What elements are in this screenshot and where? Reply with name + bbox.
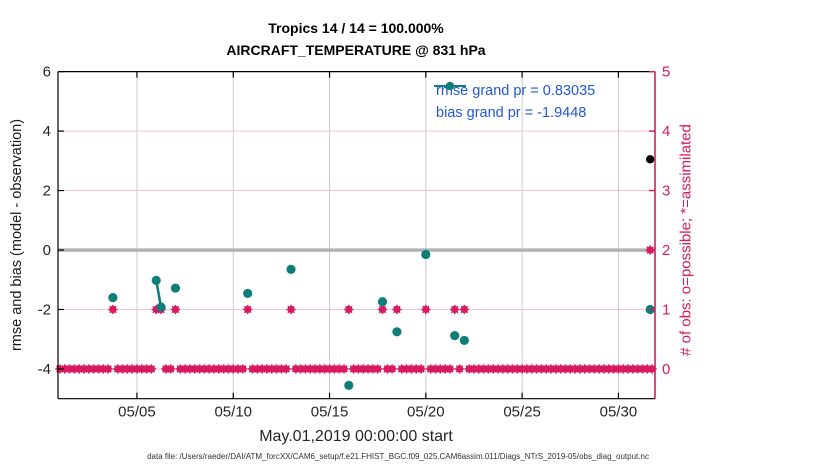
y-right-tick-label: 2 — [662, 242, 670, 259]
x-tick-label: 05/30 — [600, 404, 638, 421]
obs-count-zero-marker — [445, 364, 455, 374]
obs-count-zero-marker — [339, 364, 349, 374]
y-left-tick-label: -4 — [38, 361, 51, 378]
y-right-tick-label: 5 — [662, 64, 670, 81]
obs-count-one-marker — [459, 304, 469, 315]
obs-count-zero-marker — [93, 364, 104, 374]
x-tick-label: 05/25 — [503, 404, 541, 421]
y-right-tick-label: 0 — [662, 361, 670, 378]
bias-point — [344, 380, 354, 390]
obs-count-zero-marker — [281, 364, 291, 374]
obs-count-zero-marker — [570, 364, 580, 374]
obs-count-one-marker — [108, 304, 118, 315]
bias-legend-marker — [434, 82, 466, 90]
bias-point — [243, 288, 253, 299]
obs-count-zero-marker — [199, 364, 209, 374]
obs-count-one-marker — [450, 304, 460, 315]
rmse-grand-point — [645, 155, 655, 164]
legend: rmse grand pr = 0.83035 bias grand pr = … — [433, 80, 595, 124]
obs-count-one-marker — [243, 304, 253, 315]
y-right-tick-label: 1 — [662, 301, 670, 318]
obs-count-zero-marker — [146, 364, 157, 374]
obs-count-one-marker — [392, 304, 402, 315]
obs-count-zero-marker — [454, 364, 465, 374]
bias-point — [170, 283, 181, 293]
figure-subtitle: AIRCRAFT_TEMPERATURE @ 831 hPa — [226, 42, 486, 58]
legend-label-rmse: rmse grand pr = 0.83035 — [436, 83, 596, 99]
obs-count-one-marker — [421, 304, 431, 315]
obs-count-zero-marker — [503, 364, 513, 374]
bias-point — [156, 302, 166, 312]
y-left-tick-label: 0 — [43, 242, 51, 259]
obs-count-zero-marker — [373, 364, 383, 374]
x-tick-label: 05/20 — [407, 404, 445, 421]
obs-count-zero-marker — [223, 364, 234, 374]
obs-count-zero-marker — [79, 364, 89, 374]
obs-count-one-marker — [170, 304, 181, 315]
bias-point — [108, 292, 118, 303]
bias-point — [459, 335, 469, 346]
obs-count-zero-marker — [387, 364, 397, 374]
y-left-tick-label: 4 — [43, 123, 51, 140]
x-tick-label: 05/10 — [214, 404, 252, 421]
y-axis-label-right: # of obs: o=possible; *=assimilated — [677, 124, 695, 356]
obs-count-one-marker — [344, 304, 354, 315]
y-right-tick-label: 3 — [662, 183, 670, 200]
obs-count-zero-marker — [613, 364, 624, 374]
x-tick-label: 05/15 — [311, 404, 349, 421]
y-axis-label-left: rmse and bias (model - observation) — [9, 118, 25, 352]
x-axis-label: May.01,2019 00:00:00 start — [259, 428, 453, 445]
legend-label-bias: bias grand pr = -1.9448 — [436, 105, 587, 121]
obs-count-zero-marker — [103, 364, 113, 374]
footer-text: data file: /Users/raeder/DAI/ATM_forcXX/… — [147, 452, 649, 461]
bias-point — [450, 331, 460, 341]
legend-item-bias: bias grand pr = -1.9448 — [433, 82, 595, 124]
bias-point — [151, 275, 161, 285]
x-tick-label: 05/05 — [118, 404, 156, 421]
figure-title: Tropics 14 / 14 = 100.000% — [268, 20, 444, 36]
y-left-tick-label: -2 — [38, 301, 51, 318]
obs-count-one-marker — [286, 304, 296, 315]
bias-point — [421, 249, 431, 260]
bias-point — [392, 327, 402, 337]
y-left-tick-label: 6 — [43, 64, 51, 81]
y-right-tick-label: 4 — [662, 123, 670, 140]
obs-count-zero-marker — [238, 364, 248, 374]
bias-point — [286, 264, 296, 274]
obs-count-one-marker — [377, 304, 388, 315]
obs-count-zero-marker — [416, 364, 426, 374]
bias-point — [377, 297, 388, 307]
obs-count-zero-marker — [531, 364, 542, 374]
y-left-tick-label: 2 — [43, 183, 51, 200]
obs-count-zero-marker — [166, 364, 176, 374]
